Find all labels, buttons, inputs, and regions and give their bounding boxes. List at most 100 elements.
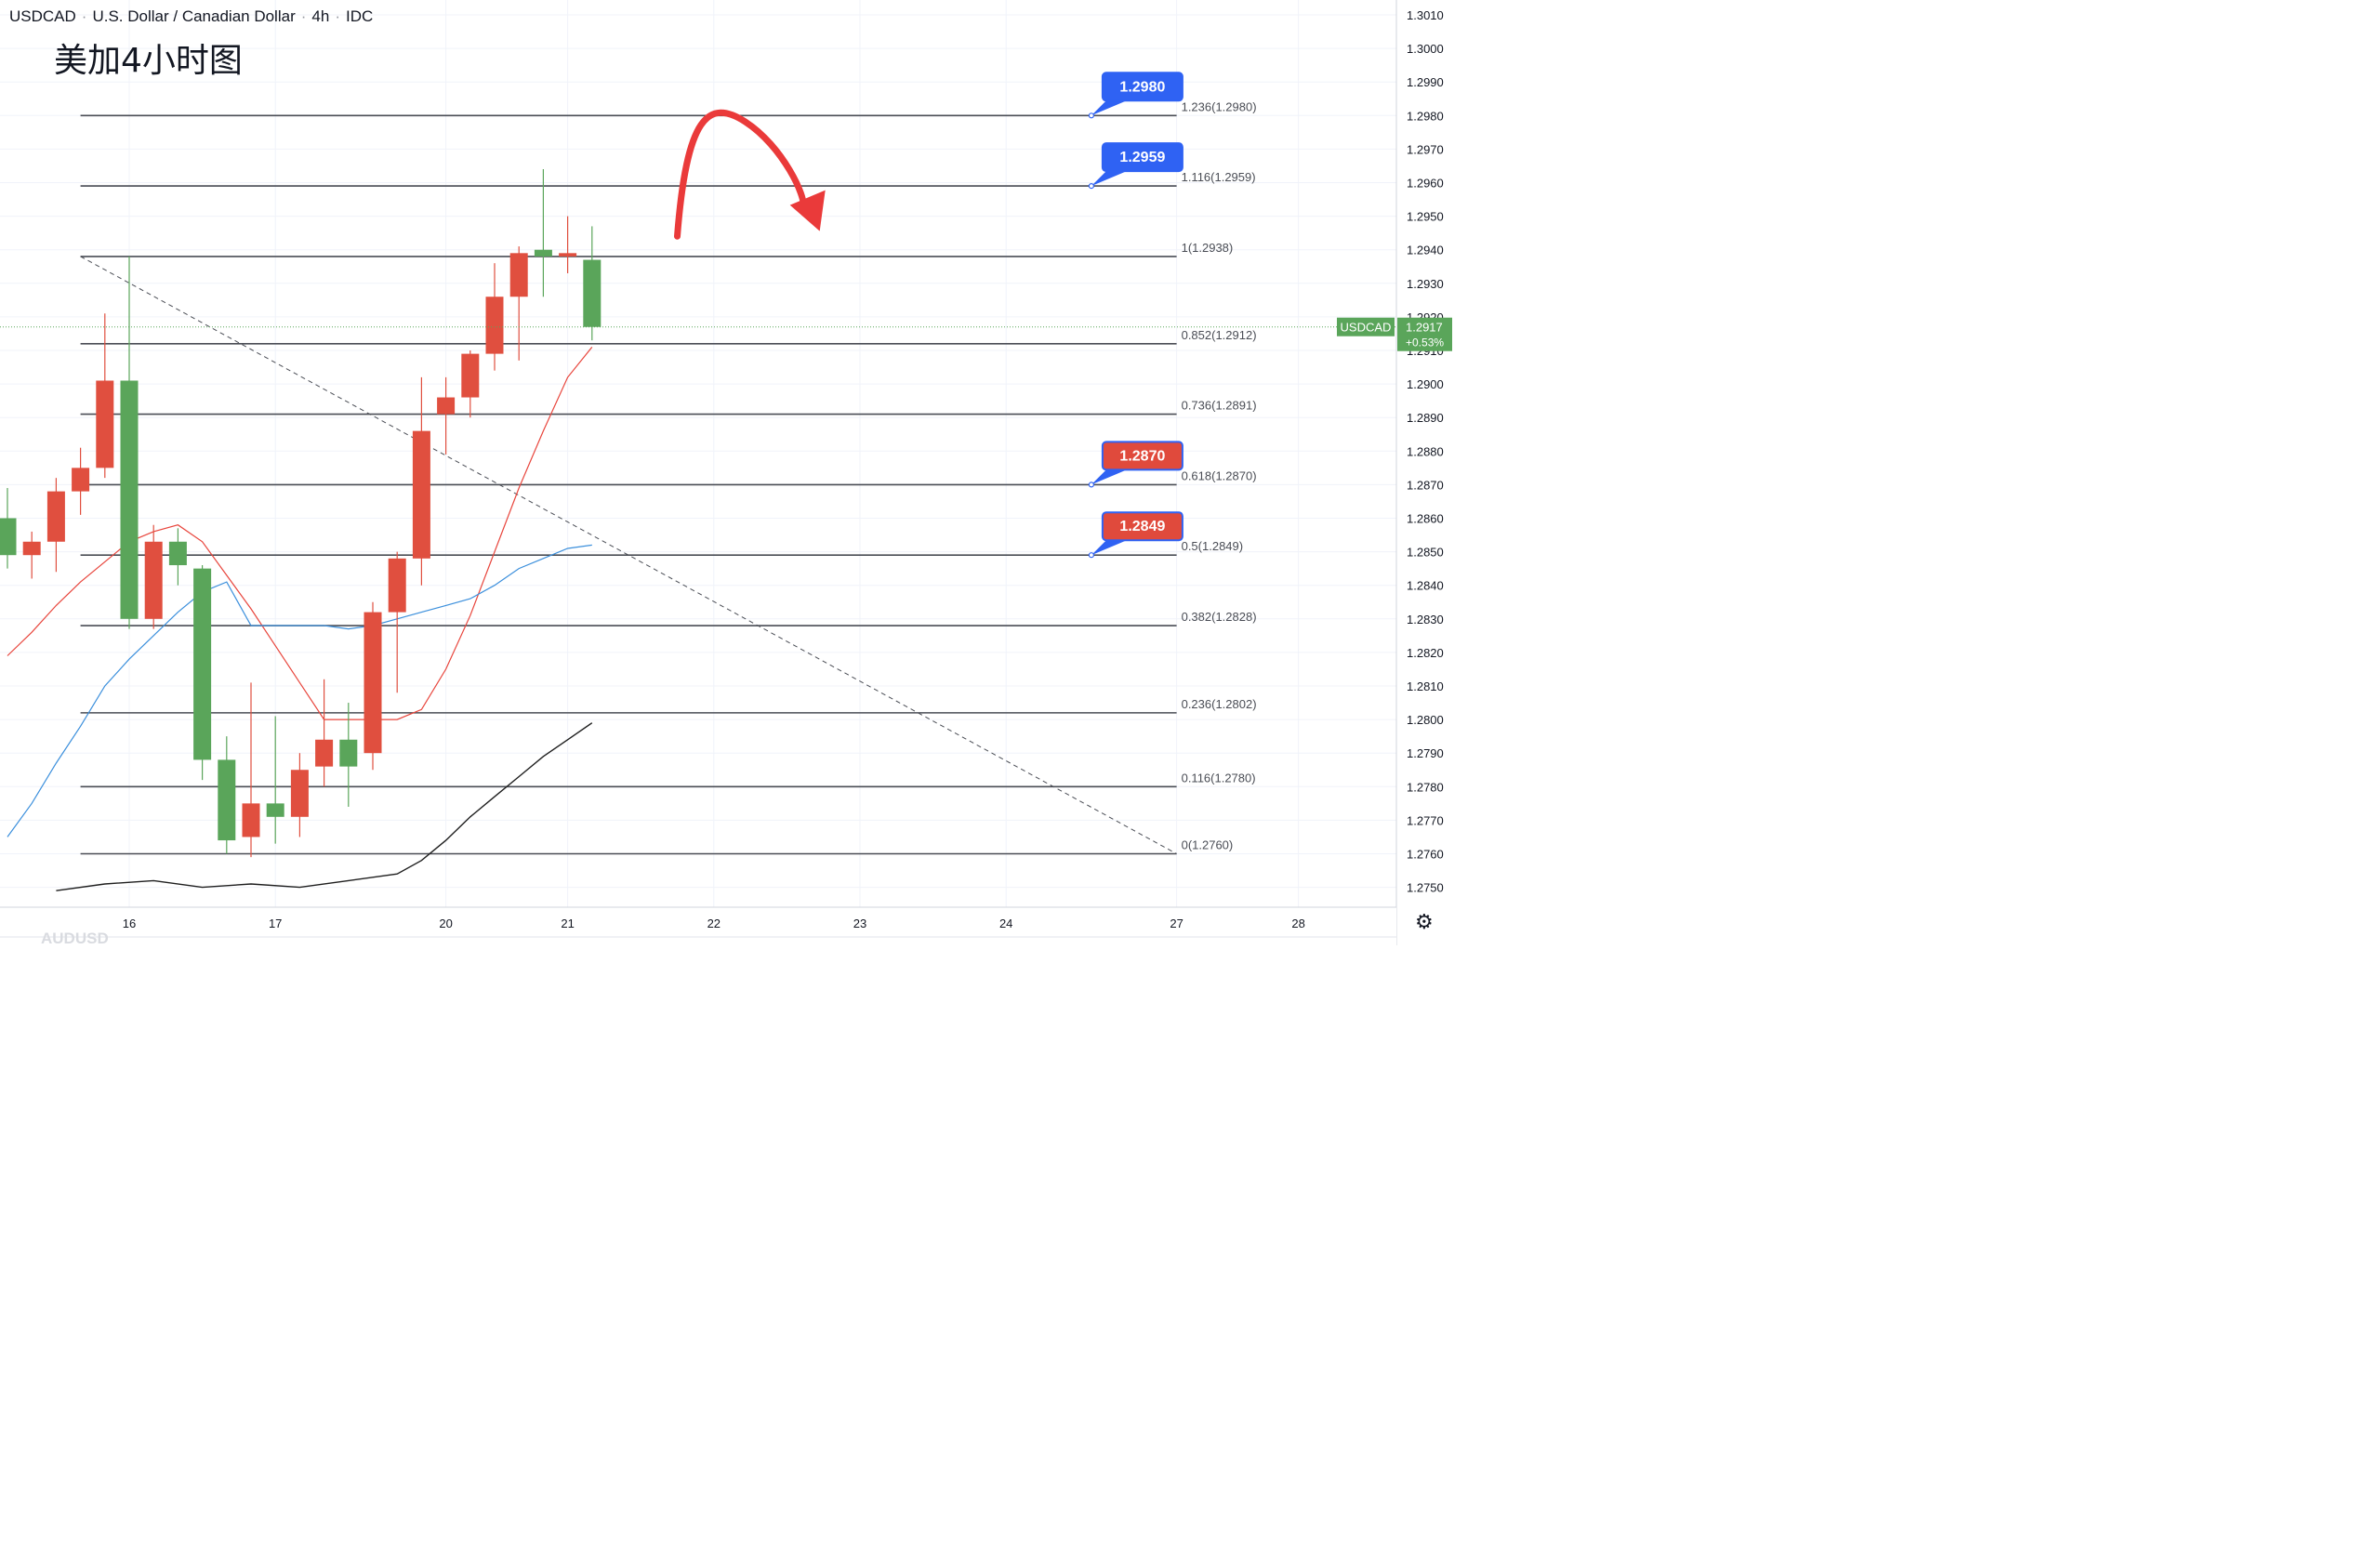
candle-body[interactable] [218, 759, 236, 841]
candle-body[interactable] [485, 297, 504, 354]
time-tick-label: 16 [123, 917, 136, 930]
price-tick-label: 1.2840 [1407, 579, 1444, 593]
price-callout-label: 1.2870 [1119, 448, 1165, 464]
candle-body[interactable] [22, 541, 41, 556]
candle-body[interactable] [120, 380, 139, 619]
price-axis[interactable] [1396, 0, 1458, 945]
interval-label[interactable]: 4h [311, 7, 330, 25]
callout-anchor[interactable] [1088, 183, 1095, 190]
price-tick-label: 1.2970 [1407, 142, 1444, 156]
data-source-label: IDC [346, 7, 374, 25]
price-tick-label: 1.2870 [1407, 478, 1444, 492]
watermark-symbol: AUDUSD [41, 930, 109, 947]
price-tick-label: 1.2810 [1407, 679, 1444, 693]
time-tick-label: 27 [1170, 917, 1183, 930]
price-callout-label: 1.2959 [1119, 150, 1165, 165]
fib-level-label: 1.236(1.2980) [1182, 99, 1257, 113]
candle-body[interactable] [509, 253, 528, 297]
candle-body[interactable] [388, 558, 406, 613]
price-callout-badge[interactable] [1101, 511, 1183, 542]
candle-body[interactable] [0, 518, 17, 556]
time-tick-label: 21 [561, 917, 574, 930]
candle-body[interactable] [290, 770, 309, 817]
candle-body[interactable] [583, 259, 602, 327]
fib-level-label: 0.116(1.2780) [1182, 771, 1256, 785]
candle-body[interactable] [412, 430, 430, 559]
candle-body[interactable] [242, 803, 260, 837]
price-tick-label: 1.2900 [1407, 377, 1444, 391]
fib-level-label: 0.236(1.2802) [1182, 697, 1257, 711]
fib-level-label: 1(1.2938) [1182, 241, 1234, 255]
price-tick-label: 1.2780 [1407, 780, 1444, 794]
symbol-label[interactable]: USDCAD [9, 7, 76, 25]
header-separator: · [335, 7, 340, 25]
candle-body[interactable] [266, 803, 284, 817]
chart-annotation-title: 美加4小时图 [54, 42, 243, 80]
candle-body[interactable] [72, 468, 90, 492]
callout-pointer [1091, 540, 1127, 556]
chart-area[interactable]: 1.236(1.2980) 1.116(1.2959) 1(1.2938) 0.852… [0, 0, 1458, 947]
candle-body[interactable] [144, 541, 163, 619]
arrow-head-icon [789, 190, 826, 231]
price-tick-label: 1.2880 [1407, 444, 1444, 458]
candle-body[interactable] [339, 739, 358, 767]
fib-level-label: 0.5(1.2849) [1182, 539, 1244, 553]
last-price-value: 1.2917 [1406, 321, 1443, 335]
price-tick-label: 1.2770 [1407, 813, 1444, 827]
price-tick-label: 1.2950 [1407, 210, 1444, 224]
candle-body[interactable] [96, 380, 114, 468]
candle-body[interactable] [193, 568, 212, 760]
fib-level-label: 1.116(1.2959) [1182, 170, 1256, 184]
fib-level-label: 0.852(1.2912) [1182, 328, 1257, 342]
price-tick-label: 1.2930 [1407, 277, 1444, 291]
moving-average-black[interactable] [56, 722, 593, 891]
price-tick-label: 1.3010 [1407, 8, 1444, 22]
symbol-price-tag-label: USDCAD [1341, 321, 1392, 335]
price-tick-label: 1.2990 [1407, 75, 1444, 89]
symbol-price-tag[interactable] [1337, 317, 1395, 336]
price-tick-label: 1.2940 [1407, 244, 1444, 257]
candle-body[interactable] [315, 739, 334, 767]
last-price-tag[interactable] [1397, 317, 1452, 351]
callout-pointer [1091, 100, 1127, 116]
price-callout-badge[interactable] [1101, 441, 1183, 471]
dashed-trendline[interactable] [80, 256, 1177, 854]
red-curved-arrow [674, 109, 807, 240]
moving-average-blue[interactable] [7, 544, 592, 837]
fib-level-label: 0.382(1.2828) [1182, 610, 1257, 624]
candle-body[interactable] [534, 249, 552, 257]
price-callout-label: 1.2980 [1119, 79, 1165, 95]
price-tick-label: 1.2790 [1407, 746, 1444, 760]
price-callout-badge[interactable] [1101, 72, 1183, 102]
header-separator: · [81, 7, 87, 25]
fib-level-label: 0.736(1.2891) [1182, 399, 1257, 413]
time-tick-label: 28 [1291, 917, 1304, 930]
fib-level-label: 0(1.2760) [1182, 838, 1234, 852]
candle-body[interactable] [559, 253, 577, 257]
fib-level-label: 0.618(1.2870) [1182, 468, 1257, 482]
price-tick-label: 1.2960 [1407, 177, 1444, 191]
price-tick-label: 1.2750 [1407, 881, 1444, 895]
price-tick-label: 1.2860 [1407, 512, 1444, 526]
time-tick-label: 23 [853, 917, 866, 930]
callout-pointer [1091, 469, 1127, 485]
candle-body[interactable] [46, 491, 65, 542]
candle-body[interactable] [364, 612, 382, 754]
callout-anchor[interactable] [1088, 552, 1095, 559]
price-chart-svg[interactable]: 1.236(1.2980) 1.116(1.2959) 1(1.2938) 0.852… [0, 0, 1458, 945]
candle-body[interactable] [461, 353, 480, 398]
callout-anchor[interactable] [1088, 112, 1095, 119]
gear-icon[interactable]: ⚙ [1415, 911, 1434, 934]
candle-body[interactable] [437, 397, 456, 415]
candle-body[interactable] [168, 541, 187, 566]
price-callout-label: 1.2849 [1119, 519, 1165, 534]
price-tick-label: 1.2820 [1407, 646, 1444, 660]
price-tick-label: 1.2830 [1407, 613, 1444, 626]
last-price-change: +0.53% [1406, 336, 1444, 349]
callout-anchor[interactable] [1088, 481, 1095, 488]
callout-pointer [1091, 171, 1127, 187]
price-tick-label: 1.2890 [1407, 411, 1444, 425]
price-callout-badge[interactable] [1101, 142, 1183, 173]
time-axis[interactable] [0, 907, 1396, 945]
moving-average-red[interactable] [7, 347, 593, 720]
